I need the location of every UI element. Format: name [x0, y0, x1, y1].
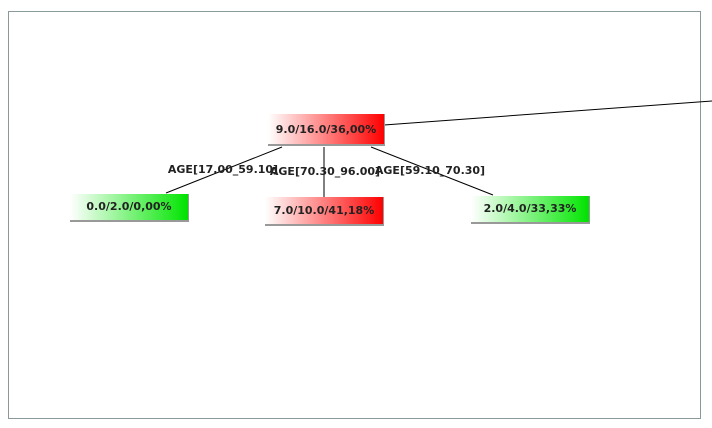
- node-label: 7.0/10.0/41,18%: [274, 204, 374, 217]
- node[interactable]: 0.0/2.0/0,00%: [70, 194, 189, 222]
- edge-line: [370, 146, 494, 196]
- node-label: 2.0/4.0/33,33%: [484, 202, 577, 215]
- edge-label: AGE[70.30_96.00]: [270, 165, 380, 178]
- node-label: 0.0/2.0/0,00%: [86, 200, 171, 213]
- edge-label: AGE[17.00_59.10]: [168, 163, 278, 176]
- node[interactable]: 2.0/4.0/33,33%: [471, 196, 590, 224]
- node[interactable]: 9.0/16.0/36,00%: [268, 114, 385, 146]
- node-label: 9.0/16.0/36,00%: [276, 123, 376, 136]
- node[interactable]: 7.0/10.0/41,18%: [265, 197, 384, 226]
- edge-line: [383, 100, 712, 126]
- edge-label: AGE[59.10_70.30]: [375, 164, 485, 177]
- edge-line: [165, 146, 283, 194]
